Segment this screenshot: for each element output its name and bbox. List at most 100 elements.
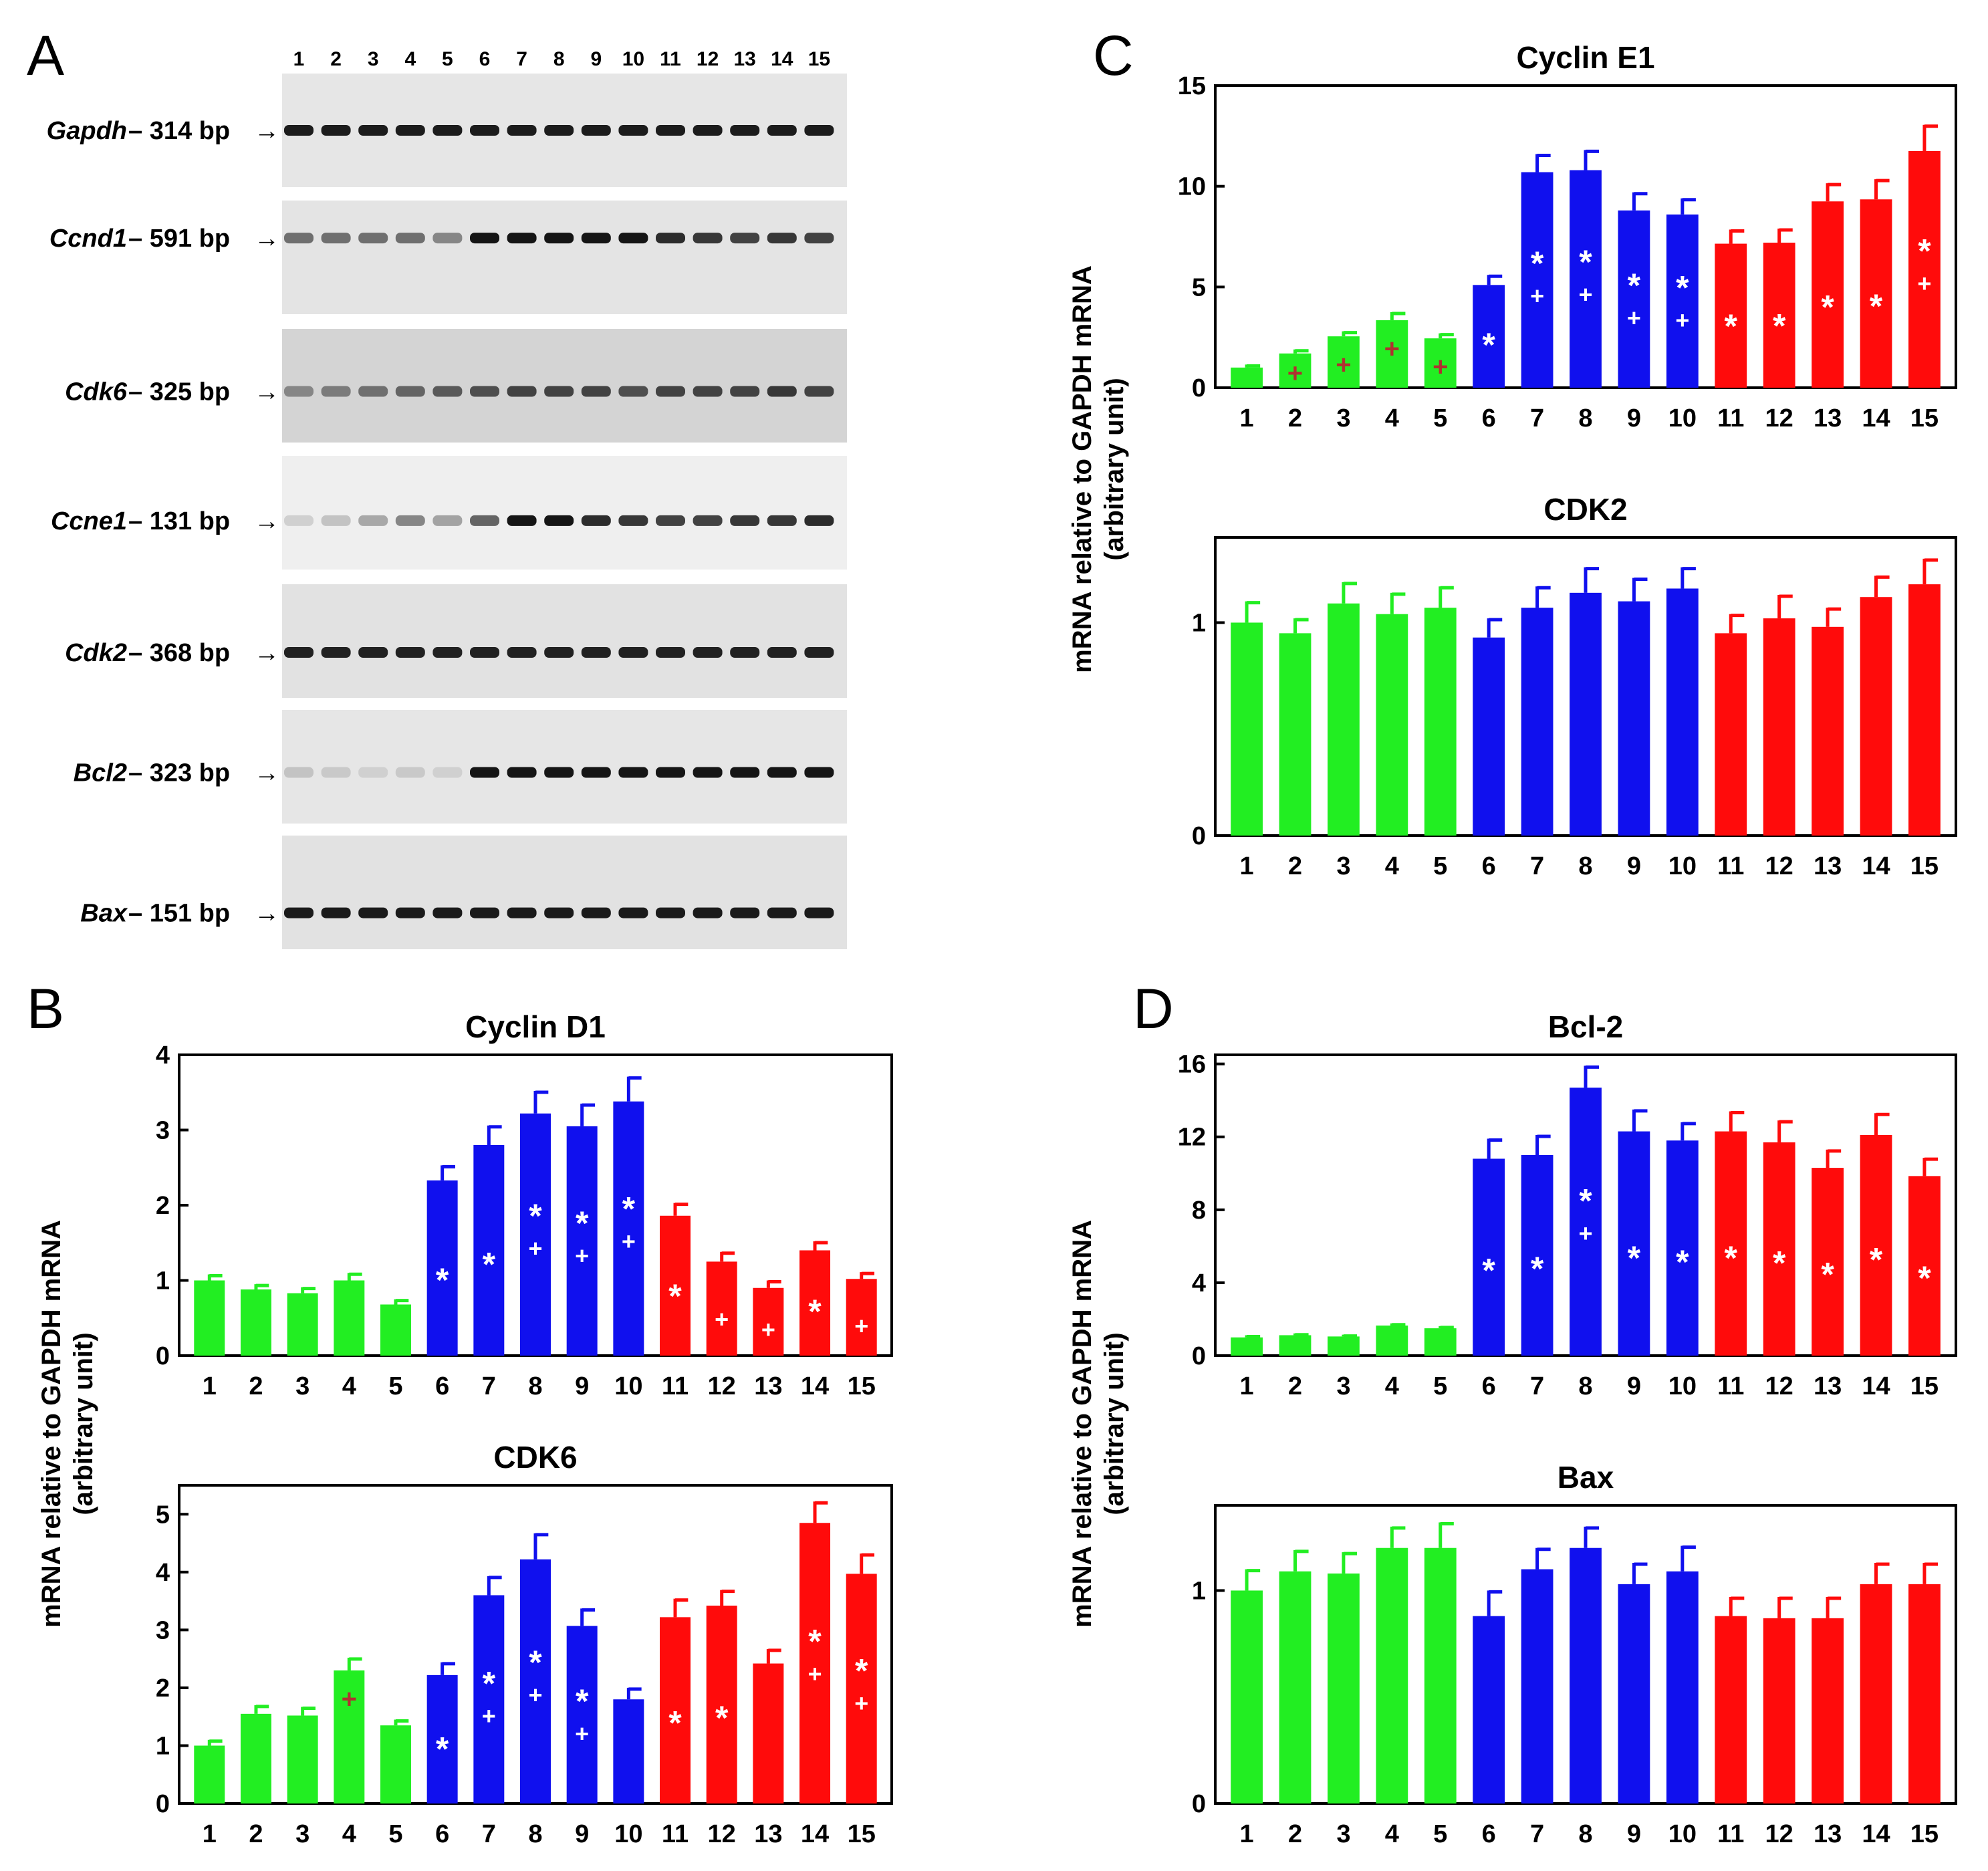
significance-plus: + — [1578, 1219, 1592, 1247]
gel-size-label: – 591 bp — [128, 225, 230, 253]
x-tick-label: 2 — [249, 1820, 263, 1848]
y-axis-label-line2: (arbitrary unit) — [1100, 378, 1129, 560]
gel-band — [618, 386, 648, 397]
gel-band — [507, 647, 537, 658]
x-tick-label: 9 — [575, 1820, 589, 1848]
gel-band — [656, 647, 685, 658]
x-tick-label: 5 — [1433, 852, 1447, 880]
gel-band — [395, 233, 425, 244]
x-tick-label: 7 — [482, 1372, 496, 1400]
gel-size-label: – 151 bp — [128, 900, 230, 928]
significance-star: * — [483, 1664, 496, 1702]
gel-band — [767, 386, 797, 397]
gel-band — [284, 233, 314, 244]
x-tick-label: 3 — [295, 1820, 309, 1848]
y-tick-label: 0 — [1192, 374, 1206, 402]
x-tick-label: 6 — [435, 1372, 449, 1400]
gel-band — [730, 515, 760, 526]
x-tick-label: 14 — [1862, 404, 1890, 432]
x-tick-label: 10 — [1668, 852, 1697, 880]
bar — [1328, 1336, 1360, 1356]
gel-band — [730, 386, 760, 397]
bar — [1860, 199, 1892, 388]
significance-star: * — [1821, 289, 1834, 326]
bar — [1521, 1155, 1554, 1356]
x-tick-label: 15 — [848, 1372, 876, 1400]
gel-image — [282, 710, 847, 824]
bar — [194, 1280, 225, 1356]
gel-lane-number: 1 — [293, 48, 305, 70]
x-tick-label: 2 — [1288, 1820, 1302, 1848]
bar — [1231, 1337, 1263, 1356]
gel-band — [767, 647, 797, 658]
x-tick-label: 13 — [1814, 1372, 1842, 1400]
x-tick-label: 6 — [1482, 852, 1496, 880]
bar — [1279, 633, 1312, 836]
x-tick-label: 15 — [1910, 852, 1939, 880]
x-tick-label: 14 — [1862, 1372, 1890, 1400]
bar — [1908, 150, 1941, 388]
x-tick-label: 12 — [708, 1820, 736, 1848]
x-tick-label: 1 — [1240, 1820, 1254, 1848]
x-tick-label: 7 — [1530, 1820, 1544, 1848]
y-tick-label: 4 — [1192, 1269, 1206, 1297]
x-tick-label: 14 — [801, 1372, 829, 1400]
gel-band — [395, 125, 425, 136]
gel-band — [581, 386, 611, 397]
y-tick-label: 5 — [1192, 273, 1206, 301]
x-tick-label: 10 — [1668, 1820, 1697, 1848]
y-tick-label: 10 — [1178, 173, 1206, 201]
y-tick-label: 4 — [156, 1041, 170, 1070]
significance-star: * — [1676, 269, 1689, 307]
x-tick-label: 3 — [1336, 1820, 1350, 1848]
x-tick-label: 11 — [1717, 852, 1744, 880]
gel-band — [470, 767, 499, 778]
bar — [1570, 1547, 1602, 1803]
bar — [1618, 1584, 1650, 1803]
x-tick-label: 15 — [848, 1820, 876, 1848]
bar — [1570, 170, 1602, 388]
gel-band — [730, 233, 760, 244]
significance-star: * — [855, 1652, 868, 1690]
gel-band — [804, 767, 834, 778]
bar — [1715, 1616, 1747, 1803]
significance-star: * — [1531, 245, 1544, 282]
x-tick-label: 8 — [528, 1372, 542, 1400]
gel-size-label: – 131 bp — [128, 507, 230, 535]
significance-star: * — [576, 1682, 589, 1720]
x-tick-label: 1 — [203, 1372, 217, 1400]
bar — [1908, 1584, 1941, 1803]
gel-band — [432, 767, 463, 778]
x-tick-label: 15 — [1910, 1820, 1939, 1848]
gel-arrow: → — [254, 225, 279, 253]
bar — [1618, 210, 1650, 388]
gel-band — [581, 515, 611, 526]
significance-plus: + — [342, 1685, 357, 1714]
gel-band — [507, 125, 537, 136]
significance-star: * — [808, 1293, 822, 1330]
bar — [1424, 1547, 1457, 1803]
bar — [1763, 243, 1795, 388]
bar — [1763, 618, 1795, 836]
x-tick-label: 13 — [754, 1372, 782, 1400]
y-tick-label: 1 — [1192, 1577, 1206, 1605]
x-tick-label: 2 — [1288, 852, 1302, 880]
gel-row: Cdk6– 325 bp → — [65, 329, 847, 443]
significance-star: * — [529, 1644, 542, 1681]
x-tick-label: 13 — [1814, 1820, 1842, 1848]
significance-star: * — [622, 1190, 636, 1227]
bar — [1376, 1326, 1408, 1356]
x-tick-label: 10 — [1668, 1372, 1697, 1400]
bar — [1279, 353, 1312, 388]
significance-plus: + — [482, 1702, 496, 1729]
gel-band — [284, 125, 314, 136]
bar — [1908, 584, 1941, 836]
chart-title: Cyclin E1 — [1516, 40, 1654, 75]
gel-image — [282, 201, 847, 314]
significance-star: * — [1579, 1182, 1592, 1219]
gel-band — [618, 907, 648, 918]
y-tick-label: 3 — [156, 1616, 170, 1644]
gel-lane-number: 15 — [808, 48, 830, 70]
